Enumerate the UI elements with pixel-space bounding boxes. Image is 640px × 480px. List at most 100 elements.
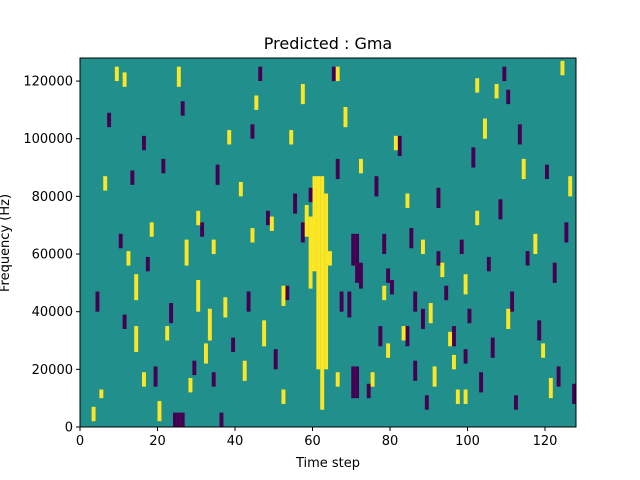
heatmap-cell-low — [250, 124, 255, 139]
heatmap-cell-low — [498, 199, 503, 220]
heatmap-cell-low — [421, 308, 425, 329]
heatmap-cell-high — [91, 406, 96, 422]
heatmap-cell-low — [390, 279, 394, 295]
y-axis: 0 20000 40000 60000 80000 100000 120000 — [23, 75, 80, 436]
heatmap-cell-high — [483, 118, 487, 139]
heatmap-cell-high — [475, 78, 480, 93]
x-tick-label: 80 — [382, 434, 399, 449]
heatmap-cell-high — [448, 331, 453, 347]
heatmap-cell-low — [506, 89, 511, 105]
heatmap-cell-high — [238, 181, 243, 197]
x-tick-label: 40 — [227, 434, 244, 449]
x-tick-label: 120 — [533, 434, 558, 449]
y-tick-label: 120000 — [23, 75, 73, 90]
heatmap-cell-low — [479, 372, 484, 393]
y-tick-label: 80000 — [32, 190, 73, 205]
chart-title: Predicted : Gma — [264, 34, 392, 53]
heatmap-cell-low — [510, 291, 515, 312]
heatmap-cell-low — [293, 193, 298, 214]
heatmap-cell-low — [176, 412, 181, 427]
heatmap-cell-low — [525, 251, 530, 266]
heatmap-cell-high — [541, 343, 546, 358]
heatmap-cell-high — [421, 239, 425, 255]
heatmap-cell-low — [502, 66, 507, 82]
heatmap-cell-high — [304, 205, 309, 237]
y-tick-label: 0 — [65, 421, 73, 436]
heatmap-cell-high — [463, 274, 468, 295]
heatmap-cell-high — [432, 366, 437, 387]
heatmap-cell-low — [382, 233, 387, 255]
heatmap-cell-high — [242, 360, 247, 381]
heatmap-cell-low — [246, 291, 251, 312]
heatmap-cell-high — [359, 158, 363, 174]
heatmap-cell-high — [324, 193, 329, 370]
heatmap-cell-low — [572, 383, 577, 404]
heatmap-cell-low — [130, 170, 135, 185]
heatmap-cell-low — [413, 360, 418, 381]
y-axis-label: Frequency (Hz) — [0, 194, 13, 292]
heatmap-cell-low — [537, 320, 542, 341]
heatmap-cell-high — [335, 66, 340, 82]
heatmap-cell-low — [359, 262, 363, 289]
heatmap-cell-high — [223, 297, 228, 318]
heatmap-cell-low — [161, 158, 166, 174]
heatmap-cell-low — [142, 135, 146, 151]
heatmap-cell-high — [269, 216, 274, 231]
heatmap-cell-high — [207, 308, 212, 341]
heatmap-cell-high — [533, 233, 538, 255]
heatmap-cell-high — [134, 274, 139, 301]
heatmap-cell-high — [99, 389, 104, 399]
heatmap-cell-low — [452, 326, 456, 347]
heatmap-cell-low — [409, 228, 414, 249]
heatmap-cell-high — [204, 343, 208, 364]
plot-frame — [79, 57, 577, 428]
x-axis-label: Time step — [295, 456, 360, 471]
heatmap-cell-low — [180, 412, 185, 427]
heatmap-cell-high — [343, 107, 348, 128]
y-tick-label: 40000 — [32, 305, 73, 320]
x-tick-label: 0 — [76, 434, 84, 449]
x-tick-label: 100 — [455, 434, 480, 449]
heatmap-cell-high — [548, 377, 553, 399]
heatmap-cell-low — [556, 366, 561, 387]
heatmap-cell-high — [521, 158, 526, 180]
heatmap-cell-high — [312, 176, 317, 272]
heatmap-cell-high — [300, 83, 305, 105]
heatmap-cell-high — [289, 130, 294, 145]
heatmap-cell-low — [273, 349, 278, 370]
heatmap-cell-high — [370, 372, 375, 387]
heatmap-cell-high — [335, 372, 340, 387]
heatmap-cell-low — [215, 164, 220, 185]
heatmap-cell-low — [219, 412, 224, 427]
heatmap-cell-high — [149, 222, 154, 237]
heatmap-cell-low — [200, 222, 205, 237]
heatmap-cell-high — [405, 193, 410, 208]
heatmap-cell-high — [308, 216, 313, 289]
heatmap-cell-high — [382, 285, 387, 301]
heatmap-cell-low — [95, 291, 100, 312]
heatmap-cell-high — [122, 72, 127, 87]
heatmap-cell-high — [165, 326, 170, 341]
x-tick-label: 60 — [304, 434, 321, 449]
heatmap-cell-low — [285, 285, 290, 301]
heatmap-cell-high — [188, 377, 193, 393]
heatmap-cell-low — [308, 187, 313, 203]
y-tick-label: 20000 — [32, 363, 73, 378]
heatmap-cell-low — [266, 210, 270, 226]
heatmap-cell-high — [211, 239, 216, 255]
heatmap-cell-high — [316, 176, 321, 370]
heatmap-cell-low — [463, 349, 468, 364]
heatmap-cell-high — [494, 83, 499, 99]
heatmap-cell-low — [486, 256, 491, 272]
x-tick-label: 20 — [149, 434, 166, 449]
heatmap-cell-low — [339, 291, 344, 312]
heatmap-cell-low — [300, 222, 305, 243]
heatmap-cell-low — [122, 314, 127, 329]
heatmap-cell-high — [134, 326, 139, 353]
heatmap-cell-low — [366, 383, 371, 399]
heatmap-cell-high — [196, 279, 201, 312]
heatmap-cell-high — [227, 130, 232, 145]
heatmap-cell-low — [564, 222, 569, 243]
y-tick-label: 100000 — [23, 132, 73, 147]
